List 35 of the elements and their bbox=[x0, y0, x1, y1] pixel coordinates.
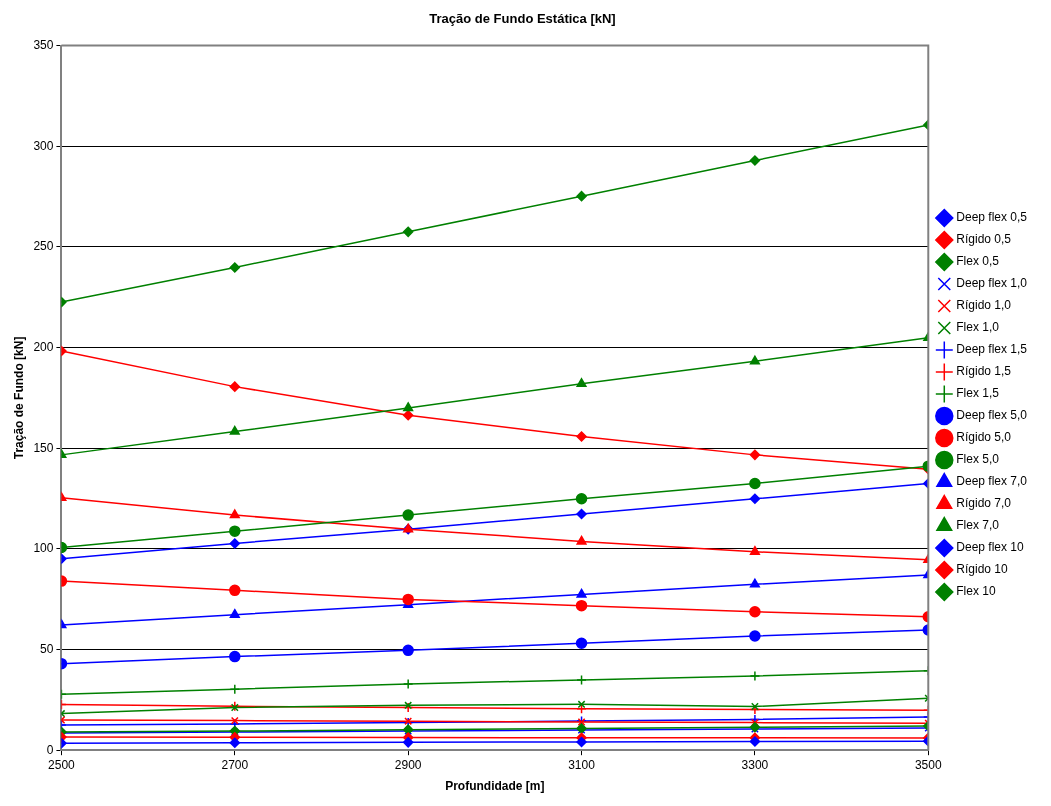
legend-label: Flex 10 bbox=[956, 584, 996, 599]
y-tick-label: 350 bbox=[33, 37, 54, 52]
legend-label: Rígido 1,5 bbox=[956, 364, 1012, 379]
x-tick-label: 3100 bbox=[568, 757, 596, 772]
y-tick-label: 50 bbox=[40, 641, 54, 656]
x-tick-label: 3500 bbox=[914, 757, 942, 772]
y-tick-label: 150 bbox=[33, 440, 54, 455]
y-axis-title: Tração de Fundo [kN] bbox=[11, 336, 26, 460]
y-tick-label: 200 bbox=[33, 339, 54, 354]
legend-label: Rígido 7,0 bbox=[956, 496, 1012, 511]
legend-label: Rígido 5,0 bbox=[956, 430, 1012, 445]
legend-label: Rígido 0,5 bbox=[956, 232, 1012, 247]
x-tick-label: 3300 bbox=[741, 757, 769, 772]
legend-label: Flex 0,5 bbox=[956, 254, 1000, 269]
y-tick-label: 0 bbox=[46, 742, 54, 757]
legend-label: Flex 1,0 bbox=[956, 320, 1000, 335]
legend-label: Flex 5,0 bbox=[956, 452, 1000, 467]
chart-title: Tração de Fundo Estática [kN] bbox=[429, 11, 616, 27]
x-tick-label: 2900 bbox=[394, 757, 422, 772]
legend-label: Deep flex 7,0 bbox=[956, 474, 1028, 489]
legend-label: Flex 7,0 bbox=[956, 518, 1000, 533]
legend-label: Deep flex 10 bbox=[956, 540, 1024, 555]
legend-label: Flex 1,5 bbox=[956, 386, 1000, 401]
legend-label: Rígido 10 bbox=[956, 562, 1008, 577]
y-tick-label: 250 bbox=[33, 239, 54, 254]
legend-label: Deep flex 1,5 bbox=[956, 342, 1028, 357]
legend-label: Deep flex 0,5 bbox=[956, 210, 1028, 225]
x-axis-title: Profundidade [m] bbox=[445, 779, 545, 794]
legend-label: Deep flex 5,0 bbox=[956, 408, 1028, 423]
x-tick-label: 2700 bbox=[221, 757, 249, 772]
y-tick-label: 300 bbox=[33, 138, 54, 153]
y-tick-label: 100 bbox=[33, 541, 54, 556]
x-tick-label: 2500 bbox=[48, 757, 76, 772]
legend-label: Rígido 1,0 bbox=[956, 298, 1012, 313]
legend-label: Deep flex 1,0 bbox=[956, 276, 1028, 291]
